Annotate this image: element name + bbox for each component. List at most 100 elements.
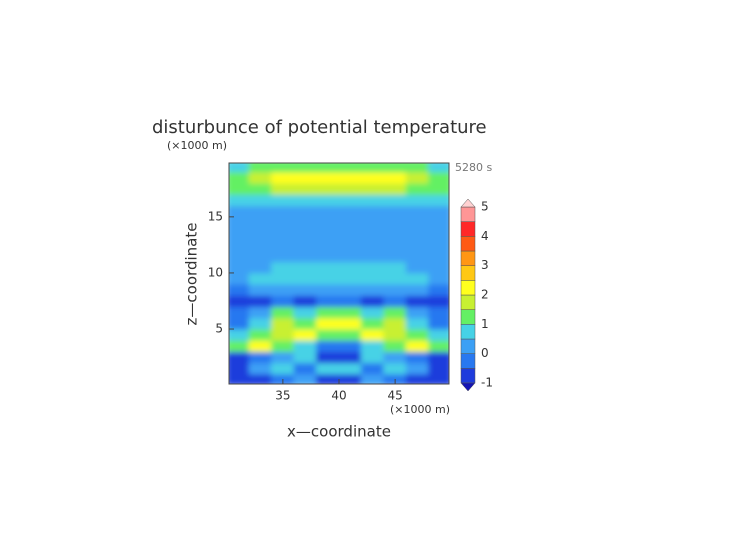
contour-cell (293, 182, 318, 195)
contour-cell (338, 193, 362, 207)
contour-cell (428, 272, 449, 285)
contour-cell (338, 283, 362, 296)
contour-cell (338, 227, 362, 240)
colorbar-segment (460, 353, 476, 369)
contour-cell (248, 350, 273, 364)
contour-cell (360, 283, 385, 296)
contour-cell (271, 205, 295, 218)
contour-cell (428, 306, 449, 319)
colorbar-segment (460, 250, 476, 266)
x-tick-label: 35 (275, 389, 290, 403)
contour-cell (248, 261, 273, 274)
contour-cell (271, 182, 295, 195)
contour-cell (338, 205, 362, 218)
contour-cell (271, 193, 295, 207)
contour-cell (338, 182, 362, 195)
contour-cell (271, 272, 295, 285)
contour-cell (428, 171, 449, 184)
contour-field (229, 163, 449, 384)
colorbar-tick-label: 4 (481, 229, 489, 243)
contour-cell (316, 339, 340, 352)
contour-cell (405, 339, 430, 352)
contour-cell (271, 171, 295, 184)
contour-cell (428, 283, 449, 296)
colorbar-tick-label: 0 (481, 346, 489, 360)
contour-cell (360, 339, 385, 352)
contour-cell (229, 339, 250, 352)
contour-cell (428, 317, 449, 330)
contour-cell (428, 250, 449, 263)
contour-cell (316, 238, 340, 252)
contour-cell (338, 362, 362, 375)
contour-cell (428, 238, 449, 252)
contour-cell (248, 163, 273, 173)
contour-cell (271, 250, 295, 263)
colorbar-tick-label: 5 (481, 200, 489, 214)
contour-cell (316, 272, 340, 285)
contour-cell (248, 339, 273, 352)
contour-cell (229, 250, 250, 263)
contour-cell (229, 350, 250, 364)
colorbar-segment (460, 324, 476, 340)
contour-cell (383, 205, 407, 218)
contour-cell (360, 163, 385, 173)
contour-cell (383, 216, 407, 229)
contour-cell (316, 227, 340, 240)
contour-cell (293, 193, 318, 207)
y-unit: (×1000 m) (167, 139, 227, 152)
contour-cell (229, 216, 250, 229)
contour-cell (293, 373, 318, 384)
contour-cell (248, 171, 273, 184)
contour-cell (383, 339, 407, 352)
colorbar-segment (460, 338, 476, 354)
contour-cell (316, 216, 340, 229)
contour-cell (271, 238, 295, 252)
contour-cell (428, 294, 449, 308)
colorbar-segment (460, 309, 476, 325)
contour-cell (360, 238, 385, 252)
time-label: 5280 s (455, 161, 492, 174)
colorbar-tick-label: 2 (481, 288, 489, 302)
contour-cell (271, 317, 295, 330)
contour-cell (338, 306, 362, 319)
contour-cell (248, 272, 273, 285)
contour-cell (316, 328, 340, 341)
contour-cell (248, 227, 273, 240)
contour-cell (338, 238, 362, 252)
contour-cell (405, 283, 430, 296)
contour-cell (271, 283, 295, 296)
contour-cell (293, 294, 318, 308)
contour-cell (383, 171, 407, 184)
contour-cell (248, 328, 273, 341)
contour-cell (428, 328, 449, 341)
contour-cell (271, 163, 295, 173)
contour-cell (316, 182, 340, 195)
contour-cell (248, 317, 273, 330)
contour-cell (383, 163, 407, 173)
colorbar-tick-label: 3 (481, 258, 489, 272)
contour-cell (248, 238, 273, 252)
contour-cell (428, 362, 449, 375)
contour-cell (293, 163, 318, 173)
contour-cell (360, 328, 385, 341)
contour-cell (360, 350, 385, 364)
contour-cell (338, 163, 362, 173)
contour-cell (405, 328, 430, 341)
contour-cell (383, 373, 407, 384)
contour-cell (383, 317, 407, 330)
contour-cell (229, 283, 250, 296)
contour-cell (338, 171, 362, 184)
contour-cell (428, 216, 449, 229)
contour-cell (383, 261, 407, 274)
contour-cell (248, 294, 273, 308)
contour-cell (405, 182, 430, 195)
contour-cell (360, 227, 385, 240)
contour-cell (360, 362, 385, 375)
contour-cell (316, 373, 340, 384)
contour-cell (360, 294, 385, 308)
colorbar-segment (460, 280, 476, 296)
contour-cell (338, 294, 362, 308)
contour-cell (360, 216, 385, 229)
contour-cell (271, 294, 295, 308)
